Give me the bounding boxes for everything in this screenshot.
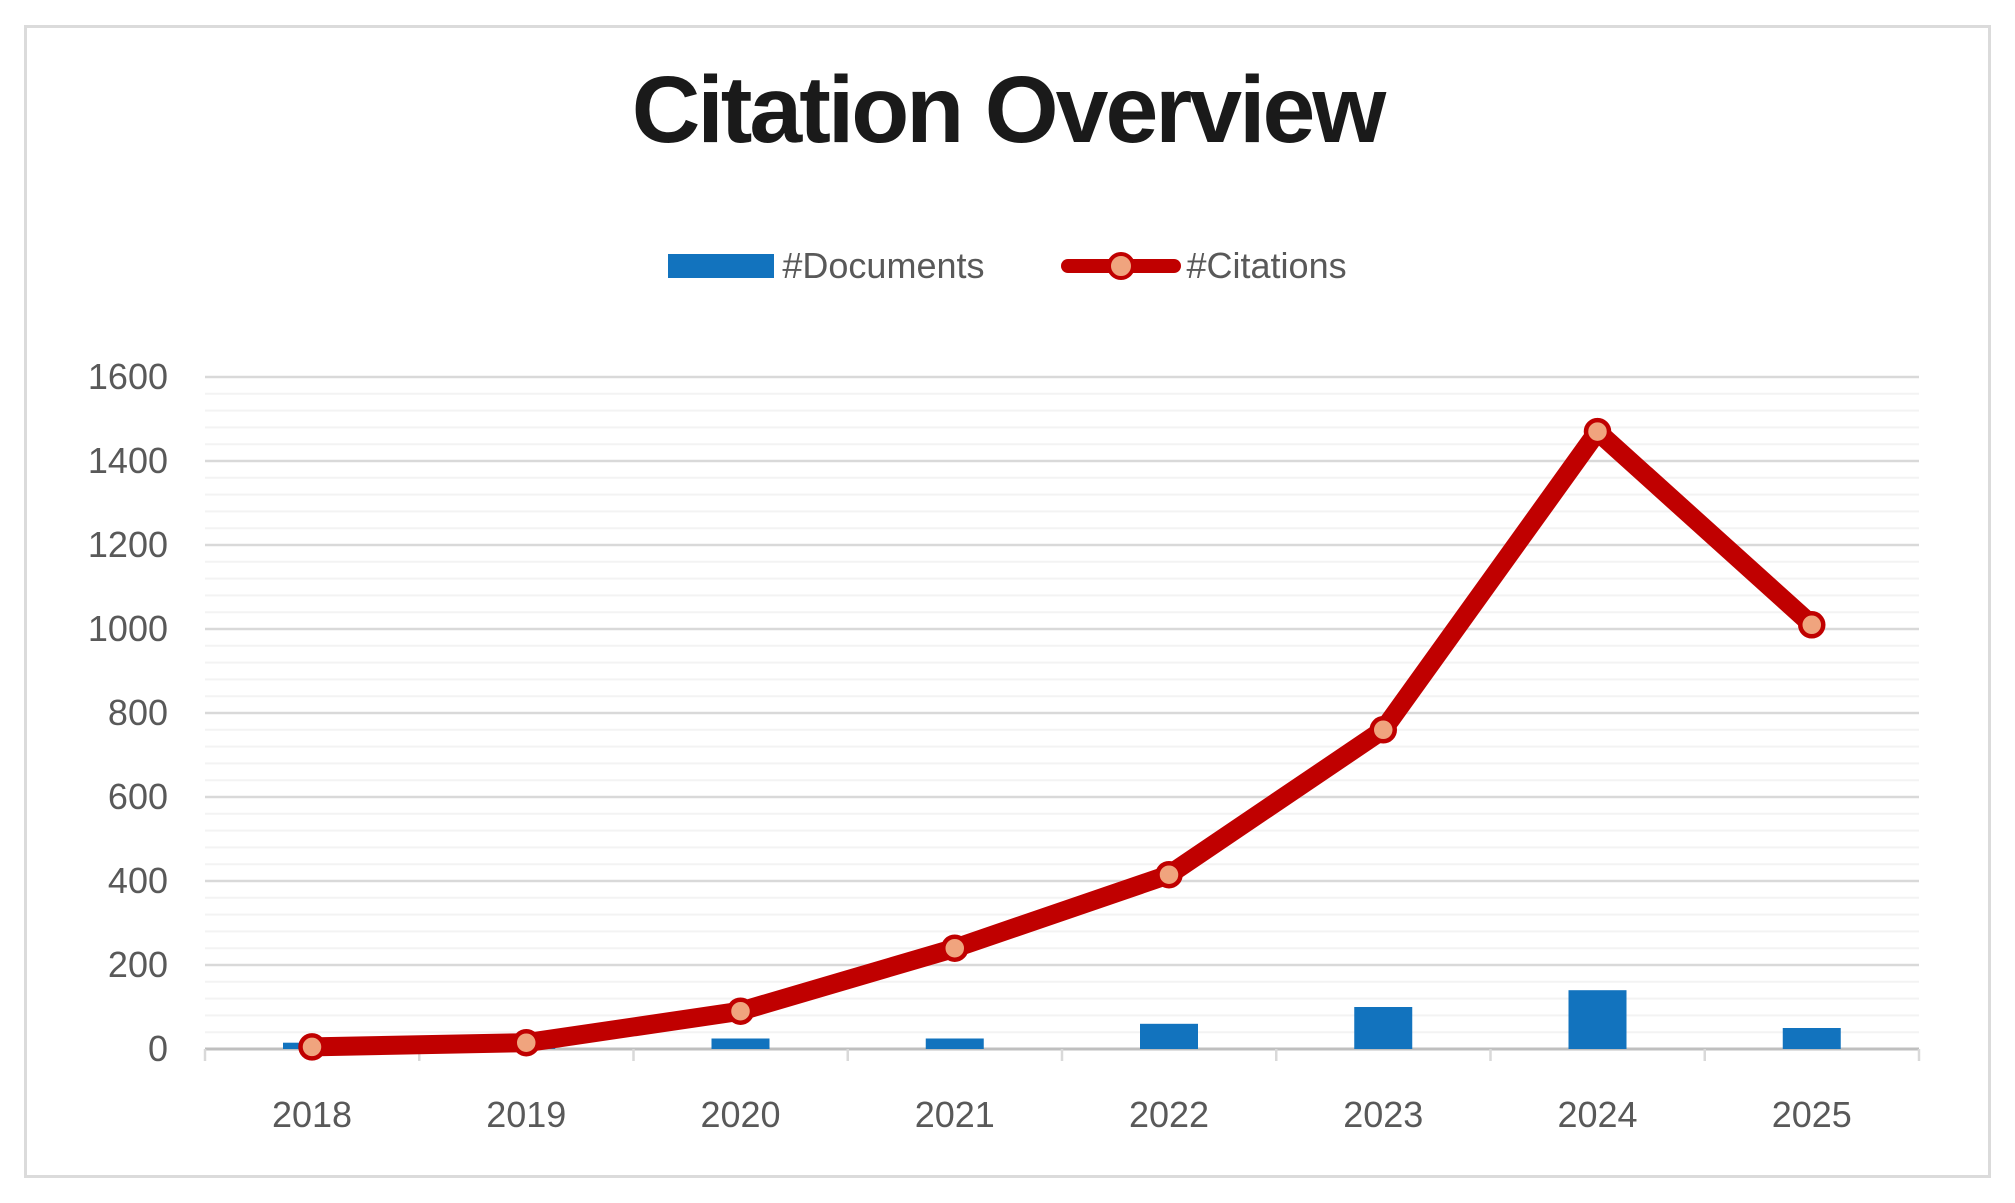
citations-marker-2019 — [512, 1028, 540, 1057]
chart-panel-border — [24, 25, 1991, 1178]
bar-2021 — [925, 1038, 984, 1049]
y-tick-label: 400 — [108, 860, 168, 901]
documents-bar-swatch-icon — [668, 254, 775, 278]
x-tick-label: 2020 — [700, 1094, 780, 1135]
x-tick-label: 2024 — [1557, 1094, 1637, 1135]
y-tick-label: 0 — [148, 1028, 168, 1069]
x-tick-label: 2025 — [1772, 1094, 1852, 1135]
citations-marker-2020 — [726, 997, 755, 1025]
y-tick-label: 1000 — [88, 608, 168, 649]
x-tick-label: 2023 — [1343, 1094, 1423, 1135]
chart-title: Citation Overview — [631, 57, 1386, 163]
x-tick-label: 2018 — [272, 1094, 352, 1135]
bar-2020 — [711, 1038, 770, 1049]
legend-label-citations: #Citations — [1186, 245, 1347, 286]
bar-2022 — [1140, 1023, 1198, 1049]
legend-item-citations[interactable]: #Citations — [1060, 245, 1347, 286]
x-tick-label: 2021 — [915, 1094, 995, 1135]
x-tick-label: 2022 — [1129, 1094, 1209, 1135]
legend-label-documents: #Documents — [782, 245, 985, 286]
citations-marker-2023 — [1369, 716, 1397, 744]
bar-2025 — [1782, 1028, 1841, 1049]
y-tick-label: 1400 — [88, 440, 168, 481]
citations-marker-2024 — [1583, 417, 1612, 446]
bar-2023 — [1354, 1007, 1413, 1049]
citations-marker-2018 — [298, 1033, 326, 1061]
citations-marker-2022 — [1155, 860, 1183, 889]
bar-2024 — [1568, 990, 1627, 1049]
y-tick-label: 200 — [108, 944, 168, 985]
y-tick-label: 600 — [108, 776, 168, 817]
citations-marker-2025 — [1798, 611, 1826, 639]
citations-marker-icon — [1106, 252, 1135, 280]
citations-line — [302, 422, 1822, 1057]
x-tick-label: 2019 — [486, 1094, 566, 1135]
y-tick-label: 1600 — [88, 356, 168, 397]
legend-item-documents[interactable]: #Documents — [668, 245, 985, 286]
citations-line-swatch-icon — [1060, 252, 1181, 280]
citations-marker-2021 — [941, 934, 969, 962]
y-tick-label: 1200 — [88, 524, 168, 565]
legend: #Documents #Citations — [0, 248, 2015, 284]
y-tick-label: 800 — [108, 692, 168, 733]
